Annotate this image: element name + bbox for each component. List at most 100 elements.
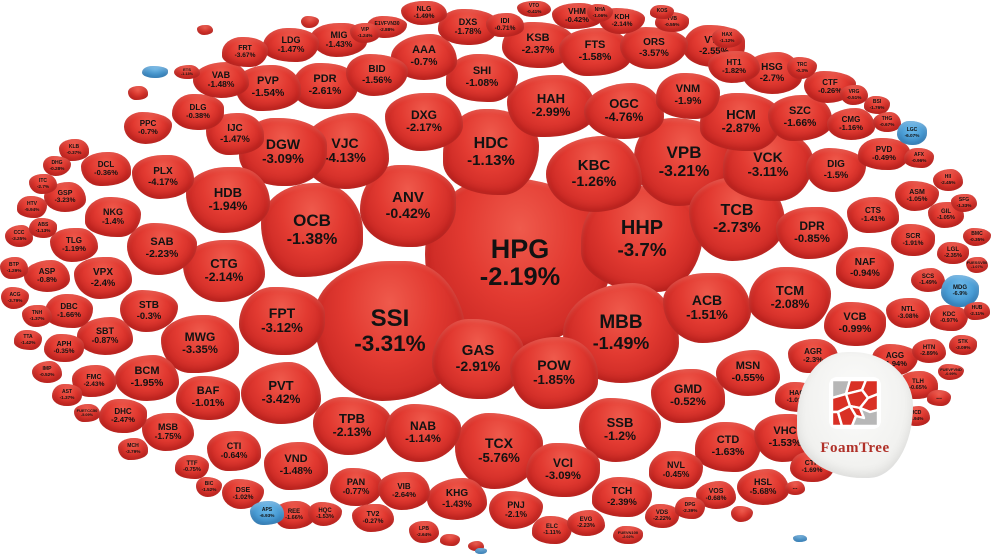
cell-dpg[interactable]: DPG -2.39% — [675, 497, 705, 519]
cell-vrg[interactable]: VRG -0.51% — [840, 85, 868, 105]
cell-vto[interactable]: VTO -0.41% — [517, 1, 551, 17]
cell-bid[interactable]: BID -1.56% — [346, 54, 408, 96]
cell-sliver[interactable] — [731, 506, 753, 522]
cell-ccc[interactable]: CCC -3.25% — [5, 225, 33, 247]
cell-evg[interactable]: EVG -2.23% — [567, 510, 605, 536]
cell-btp[interactable]: BTP -1.29% — [0, 257, 28, 279]
cell-gmd[interactable]: GMD -0.52% — [651, 369, 725, 423]
cell-cmg[interactable]: CMG -1.16% — [827, 108, 875, 140]
cell-ast[interactable]: AST -1.37% — [52, 384, 82, 406]
cell-fpt[interactable]: FPT -3.12% — [239, 287, 325, 355]
cell-ogc[interactable]: OGC -4.76% — [584, 83, 664, 139]
cell-vab[interactable]: VAB -1.48% — [193, 62, 249, 98]
cell-vnm[interactable]: VNM -1.9% — [656, 73, 720, 119]
cell-hdb[interactable]: HDB -1.94% — [186, 167, 270, 233]
cell-mch[interactable]: MCH -3.79% — [118, 438, 148, 460]
cell-cts[interactable]: CTS -1.41% — [847, 197, 899, 233]
cell-vcb[interactable]: VCB -0.99% — [824, 302, 886, 346]
cell-bic[interactable]: BIC -1.52% — [196, 477, 222, 497]
cell-dbc[interactable]: DBC -1.66% — [45, 294, 93, 328]
cell-hub[interactable]: HUB -2.11% — [964, 302, 990, 320]
cell-baf[interactable]: BAF -1.01% — [176, 376, 240, 420]
cell-hax[interactable]: HAX -1.12% — [712, 28, 742, 48]
cell-tcm[interactable]: TCM -2.08% — [749, 267, 831, 329]
cell-thg[interactable]: THG -0.67% — [873, 112, 901, 132]
cell-frt[interactable]: FRT -3.67% — [222, 37, 268, 67]
cell-vnd[interactable]: VND -1.48% — [264, 442, 328, 490]
cell-asp[interactable]: ASP -0.8% — [24, 260, 70, 292]
cell-elc[interactable]: ELC -1.11% — [532, 516, 572, 544]
cell-hsl[interactable]: HSL -5.68% — [737, 469, 789, 505]
cell-tv2[interactable]: TV2 -0.27% — [352, 504, 394, 532]
cell-cti[interactable]: CTI -0.64% — [207, 431, 261, 471]
cell-sliver[interactable]: ... — [785, 481, 805, 495]
cell-ocb[interactable]: OCB -1.38% — [261, 183, 363, 277]
cell-ets[interactable]: ETS -1.13% — [174, 65, 200, 79]
cell-scs[interactable]: SCS -1.49% — [911, 268, 945, 292]
cell-acg[interactable]: ACG -3.79% — [1, 287, 29, 309]
cell-klb[interactable]: KLB -0.37% — [59, 139, 89, 161]
cell-afx[interactable]: AFX -0.96% — [904, 148, 934, 168]
cell-dhc[interactable]: DHC -2.47% — [99, 399, 147, 433]
cell-plx[interactable]: PLX -4.17% — [132, 155, 194, 199]
cell-htv[interactable]: HTV -5.94% — [17, 196, 47, 218]
cell-kdc[interactable]: KDC -0.97% — [930, 305, 968, 331]
cell-stk[interactable]: STK -3.09% — [949, 335, 977, 355]
cell-hii[interactable]: HII -2.45% — [933, 169, 963, 191]
cell-vpx[interactable]: VPX -2.4% — [74, 257, 132, 299]
cell-ppc[interactable]: PPC -0.7% — [124, 112, 172, 144]
cell-sfg[interactable]: SFG -1.33% — [951, 194, 977, 212]
cell-pow[interactable]: POW -1.85% — [510, 337, 598, 409]
cell-msb[interactable]: MSB -1.75% — [142, 413, 194, 451]
cell-sliver[interactable] — [793, 534, 807, 542]
cell-sliver[interactable] — [197, 25, 213, 35]
cell-ldg[interactable]: LDG -1.47% — [263, 28, 319, 62]
cell-sab[interactable]: SAB -2.23% — [127, 223, 197, 275]
cell-pan[interactable]: PAN -0.77% — [330, 468, 382, 506]
cell-dig[interactable]: DIG -1.5% — [806, 148, 866, 192]
cell-hqc[interactable]: HQC -1.53% — [308, 502, 342, 526]
cell-scr[interactable]: SCR -1.91% — [891, 224, 935, 256]
cell-acb[interactable]: ACB -1.51% — [663, 273, 751, 343]
cell-szc[interactable]: SZC -1.66% — [768, 95, 832, 141]
cell-idi[interactable]: IDI -0.71% — [486, 13, 524, 37]
cell-mdg[interactable]: MDG -6.9% — [941, 275, 979, 307]
cell-gas[interactable]: GAS -2.91% — [432, 319, 524, 399]
cell-khg[interactable]: KHG -1.43% — [427, 478, 487, 520]
cell-htn[interactable]: HTN -2.89% — [912, 339, 946, 363]
cell-ctg[interactable]: CTG -2.14% — [183, 240, 265, 302]
cell-ntl[interactable]: NTL -3.08% — [886, 298, 930, 328]
cell-sliver[interactable]: ... — [927, 390, 951, 406]
cell-lgc[interactable]: LGC -6.07% — [897, 121, 927, 145]
cell-sliver[interactable] — [128, 86, 148, 100]
cell-fuetcc50[interactable]: FUETCC50 -5.09% — [74, 404, 100, 422]
cell-pvt[interactable]: PVT -3.42% — [241, 362, 321, 424]
cell-lpb[interactable]: LPB -2.64% — [409, 521, 439, 543]
cell-mbb[interactable]: MBB -1.49% — [563, 283, 679, 383]
cell-hah[interactable]: HAH -2.99% — [507, 75, 595, 137]
cell-itc[interactable]: ITC -2.7% — [29, 174, 57, 194]
cell-ttf[interactable]: TTF -0.75% — [175, 455, 209, 479]
cell-tpb[interactable]: TPB -2.13% — [313, 397, 391, 455]
cell-ors[interactable]: ORS -3.57% — [620, 27, 688, 69]
cell-dpr[interactable]: DPR -0.85% — [776, 207, 848, 259]
cell-sliver[interactable] — [440, 534, 460, 546]
cell-bcm[interactable]: BCM -1.95% — [115, 355, 179, 401]
cell-sliver[interactable] — [475, 548, 487, 554]
cell-pvd[interactable]: PVD -0.49% — [858, 138, 910, 170]
cell-bsi[interactable]: BSI -1.76% — [864, 96, 890, 114]
cell-ijc[interactable]: IJC -1.47% — [206, 113, 264, 155]
cell-ctd[interactable]: CTD -1.63% — [695, 422, 761, 472]
cell-bmc[interactable]: BMC -0.35% — [963, 228, 991, 246]
cell-vip[interactable]: VIP -1.24% — [350, 23, 380, 43]
cell-abs[interactable]: ABS -1.13% — [29, 218, 57, 238]
cell-tta[interactable]: TTA -1.42% — [14, 330, 42, 350]
cell-nlg[interactable]: NLG -1.49% — [401, 1, 447, 25]
cell-fuessv50[interactable]: FUESSV50 -1.07% — [966, 257, 988, 273]
cell-trc[interactable]: TRC -0.3% — [787, 57, 817, 79]
cell-dxg[interactable]: DXG -2.17% — [385, 93, 463, 151]
cell-aph[interactable]: APH -0.35% — [44, 334, 84, 362]
cell-msn[interactable]: MSN -0.55% — [716, 350, 780, 396]
cell-ht1[interactable]: HT1 -1.82% — [708, 51, 760, 83]
cell-sliver[interactable] — [142, 66, 168, 78]
